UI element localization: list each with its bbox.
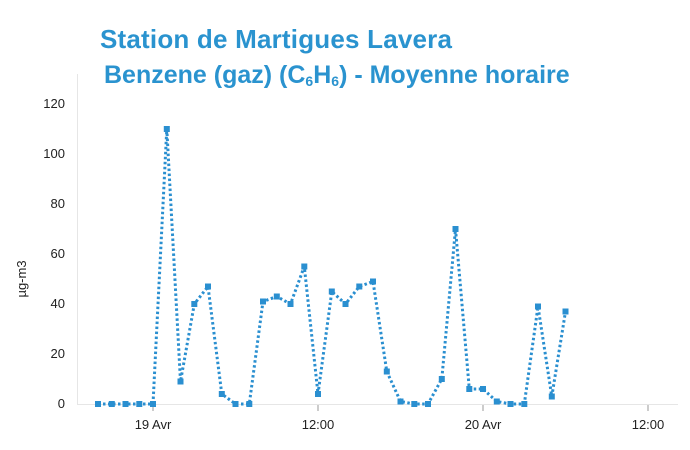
data-point[interactable] [232,401,239,407]
y-axis-ticks: 0 20 40 60 80 100 120 [43,96,65,411]
subtitle-subscript-1: 6 [305,73,314,89]
data-point[interactable] [95,401,101,407]
x-tick-label: 19 Avr [135,417,172,432]
series-line [98,127,567,406]
data-point[interactable] [218,391,225,397]
data-point[interactable] [177,378,184,385]
data-point[interactable] [370,278,376,285]
y-tick-label: 60 [51,246,65,261]
data-point[interactable] [342,301,349,307]
data-point[interactable] [507,401,514,407]
data-point[interactable] [273,293,280,300]
data-point[interactable] [205,283,211,290]
data-point[interactable] [397,398,404,405]
x-axis-ticks: 19 Avr 12:00 20 Avr 12:00 [135,404,665,432]
y-tick-label: 40 [51,296,65,311]
data-point[interactable] [260,298,266,305]
data-point[interactable] [548,393,555,400]
subtitle-prefix: Benzene (gaz) (C [104,61,306,89]
subtitle-suffix: ) - Moyenne horaire [339,61,570,89]
data-point[interactable] [383,368,390,375]
data-point[interactable] [493,398,500,405]
y-tick-label: 80 [51,196,65,211]
data-point[interactable] [466,386,473,392]
data-point[interactable] [287,301,294,307]
data-point[interactable] [452,226,459,232]
data-point[interactable] [150,401,156,407]
data-point[interactable] [438,376,445,382]
subtitle-mid: H [313,61,332,89]
data-point[interactable] [108,401,115,407]
x-tick-label: 12:00 [302,417,335,432]
data-point[interactable] [535,303,541,310]
data-point[interactable] [411,401,418,407]
chart-subtitle: Benzene (gaz) (C6H6) - Moyenne horaire [104,61,570,90]
y-axis-label: µg-m3 [14,260,29,297]
data-point[interactable] [521,401,528,407]
data-point[interactable] [122,401,129,407]
y-tick-label: 20 [51,346,65,361]
y-tick-label: 0 [58,396,65,411]
data-point[interactable] [562,308,569,315]
data-point[interactable] [191,301,198,307]
data-point[interactable] [328,288,335,295]
data-point[interactable] [136,401,143,407]
y-tick-label: 100 [43,146,65,161]
data-point[interactable] [315,391,321,397]
x-tick-label: 12:00 [632,417,665,432]
subtitle-subscript-2: 6 [331,73,340,89]
data-point[interactable] [246,401,253,407]
data-point[interactable] [480,386,486,392]
x-tick-label: 20 Avr [465,417,502,432]
data-point[interactable] [301,263,308,270]
data-point[interactable] [356,283,363,290]
y-tick-label: 120 [43,96,65,111]
data-point[interactable] [425,401,431,407]
chart-title: Station de Martigues Lavera [100,24,453,54]
series-layer [95,126,569,407]
data-point[interactable] [163,126,170,132]
